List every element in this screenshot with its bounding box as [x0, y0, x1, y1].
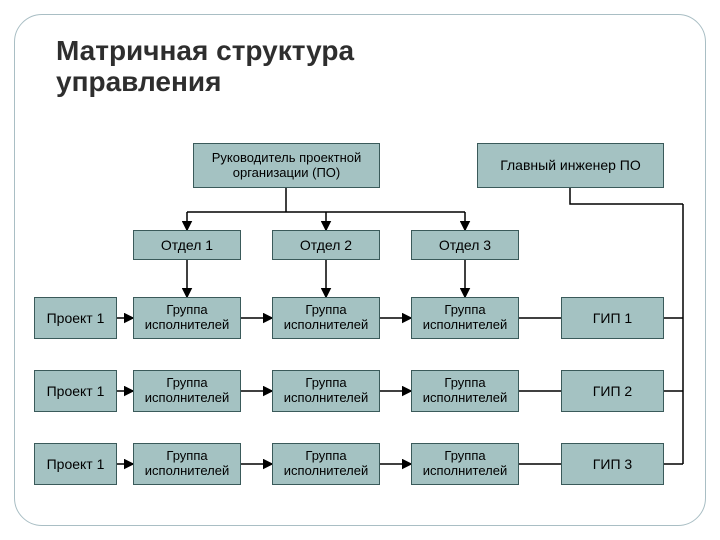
node-g23: Группа исполнителей	[411, 370, 519, 412]
slide-title: Матричная структура управления	[56, 36, 476, 98]
node-g12: Группа исполнителей	[272, 297, 380, 339]
node-proj1: Проект 1	[34, 297, 117, 339]
node-g33: Группа исполнителей	[411, 443, 519, 485]
node-g22: Группа исполнителей	[272, 370, 380, 412]
node-g32: Группа исполнителей	[272, 443, 380, 485]
node-top_left: Руководитель проектной организации (ПО)	[193, 143, 380, 188]
node-proj2: Проект 1	[34, 370, 117, 412]
node-top_right: Главный инженер ПО	[477, 143, 664, 188]
node-g13: Группа исполнителей	[411, 297, 519, 339]
node-gip2: ГИП 2	[561, 370, 664, 412]
node-dept1: Отдел 1	[133, 230, 241, 260]
node-g31: Группа исполнителей	[133, 443, 241, 485]
node-dept2: Отдел 2	[272, 230, 380, 260]
node-gip1: ГИП 1	[561, 297, 664, 339]
node-gip3: ГИП 3	[561, 443, 664, 485]
node-proj3: Проект 1	[34, 443, 117, 485]
node-dept3: Отдел 3	[411, 230, 519, 260]
node-g11: Группа исполнителей	[133, 297, 241, 339]
node-g21: Группа исполнителей	[133, 370, 241, 412]
